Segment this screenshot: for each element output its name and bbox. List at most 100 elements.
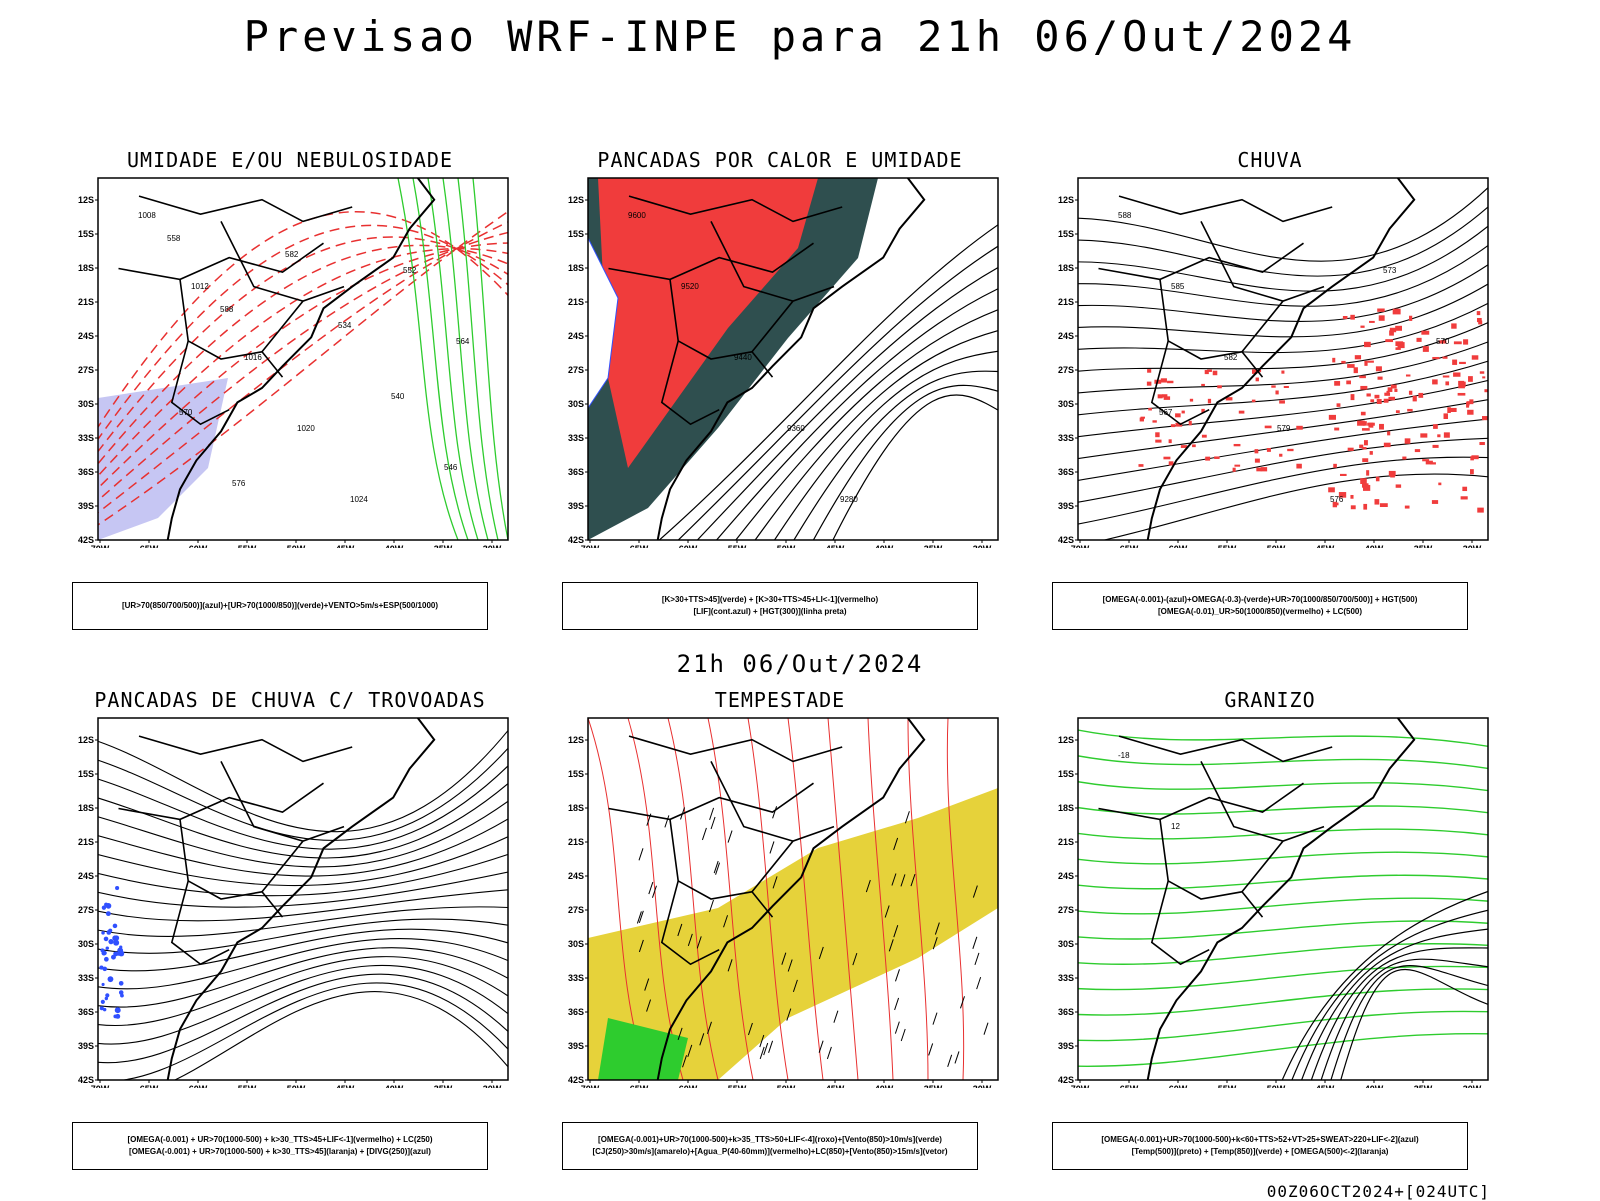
contour-label: 540 [391, 392, 405, 401]
contour-label: 546 [444, 463, 458, 472]
map-trovoadas: 12S 15S 18S 21S 24S 27S 30S 33S 36S 39S 42S70W 65W 6… [78, 717, 509, 1088]
contour-label: 588 [1118, 211, 1132, 220]
lat-tick-label: 39S [78, 1041, 94, 1051]
contour-label: 9520 [681, 282, 699, 291]
lon-tick-label: 30W [1463, 544, 1482, 548]
lon-tick-label: 60W [189, 544, 208, 548]
legend-line: [LIF](cont.azul) + [HGT(300)](linha pret… [693, 607, 847, 616]
lat-tick-label: 33S [1058, 433, 1074, 443]
lon-tick-label: 65W [1120, 1084, 1139, 1088]
lat-tick-label: 36S [1058, 1007, 1074, 1017]
lon-tick-label: 45W [336, 544, 355, 548]
lat-tick-label: 12S [78, 195, 94, 205]
lon-tick-label: 70W [581, 1084, 600, 1088]
lat-tick-label: 21S [568, 837, 584, 847]
lon-tick-label: 30W [483, 1084, 502, 1088]
lat-tick-label: 33S [1058, 973, 1074, 983]
legend-line: [OMEGA(-0.001) + UR>70(1000-500) + k>30_… [129, 1147, 431, 1156]
lat-tick-label: 15S [78, 769, 94, 779]
lon-tick-label: 55W [1218, 1084, 1237, 1088]
lon-tick-label: 30W [973, 1084, 992, 1088]
contour-label: 579 [1277, 424, 1291, 433]
lon-tick-label: 65W [140, 544, 159, 548]
legend-line: [K>30+TTS>45](verde) + [K>30+TTS>45+LI<-… [661, 595, 879, 604]
lat-tick-label: 33S [78, 433, 94, 443]
lon-tick-label: 45W [826, 1084, 845, 1088]
lon-tick-label: 30W [483, 544, 502, 548]
contour-label: 552 [403, 266, 417, 275]
lon-tick-label: 35W [1414, 1084, 1433, 1088]
contour-label: 9600 [628, 211, 646, 220]
lat-tick-label: 36S [568, 467, 584, 477]
lat-tick-label: 27S [568, 905, 584, 915]
lon-tick-label: 65W [630, 544, 649, 548]
panel-title: PANCADAS DE CHUVA C/ TROVOADAS [94, 688, 486, 712]
lon-tick-label: 70W [1071, 544, 1090, 548]
panel-legend: [OMEGA(-0.001)-(azul)+OMEGA(-0.3)-(verde… [1052, 582, 1468, 630]
lat-tick-label: 15S [568, 229, 584, 239]
legend-line: [Temp(500)](preto) + [Temp(850)](verde) … [1131, 1147, 1389, 1156]
lat-tick-label: 18S [78, 263, 94, 273]
lon-tick-label: 55W [728, 544, 747, 548]
lat-tick-label: 42S [1058, 535, 1074, 545]
lat-tick-label: 15S [1058, 229, 1074, 239]
lon-tick-label: 40W [875, 544, 894, 548]
lon-tick-label: 50W [1267, 1084, 1286, 1088]
lon-tick-label: 50W [1267, 544, 1286, 548]
contour-label: 573 [1383, 266, 1397, 275]
contour-label: 1016 [244, 353, 262, 362]
legend-line: [OMEGA(-0.001)+UR>70(1000-500)+k<60+TTS>… [1101, 1135, 1419, 1144]
lat-tick-label: 27S [568, 365, 584, 375]
lat-tick-label: 39S [568, 501, 584, 511]
legend-line: [OMEGA(-0.01)_UR>50(1000/850)(vermelho) … [1157, 607, 1363, 616]
panel-trovoadas: PANCADAS DE CHUVA C/ TROVOADAS 12S 15S 18S 2… [70, 688, 510, 1170]
contour-label: 588 [220, 305, 234, 314]
contour-label: 9440 [734, 353, 752, 362]
lat-tick-label: 30S [78, 399, 94, 409]
lon-tick-label: 60W [679, 1084, 698, 1088]
lat-tick-label: 27S [1058, 365, 1074, 375]
lat-tick-label: 36S [1058, 467, 1074, 477]
legend-line: [OMEGA(-0.001) + UR>70(1000-500) + k>30_… [127, 1135, 433, 1144]
lat-tick-label: 42S [1058, 1075, 1074, 1085]
legend-line: [UR>70(850/700/500)](azul)+[UR>70(1000/8… [121, 601, 439, 610]
lat-tick-label: 12S [568, 735, 584, 745]
map-granizo: -18 12 12S 15S 18S 21S 24S 27S 30S 33S 36S 39S 42S70… [1058, 717, 1489, 1088]
panel-umidade: UMIDADE E/OU NEBULOSIDADE 1008 1012 1016 102… [70, 148, 510, 630]
lat-tick-label: 39S [1058, 501, 1074, 511]
contour-label: 570 [179, 408, 193, 417]
lon-tick-label: 45W [1316, 544, 1335, 548]
lat-tick-label: 27S [78, 365, 94, 375]
legend-line: [OMEGA(-0.001)-(azul)+OMEGA(-0.3)-(verde… [1102, 595, 1418, 604]
lat-tick-label: 27S [78, 905, 94, 915]
lon-tick-label: 60W [1169, 1084, 1188, 1088]
lat-tick-label: 21S [1058, 837, 1074, 847]
lat-tick-label: 30S [78, 939, 94, 949]
map-chuva: 588 585 582 579 576 573 570 567 12S 15S 18S 21S 24S 2… [1058, 177, 1489, 548]
lat-tick-label: 42S [568, 1075, 584, 1085]
lat-tick-label: 24S [78, 331, 94, 341]
lon-tick-label: 65W [140, 1084, 159, 1088]
contour-label: 564 [456, 337, 470, 346]
panel-pancadas_calor: PANCADAS POR CALOR E UMIDADE 9600 9520 9440… [560, 148, 1000, 630]
lon-tick-label: 55W [728, 1084, 747, 1088]
lat-tick-label: 42S [78, 1075, 94, 1085]
panel-title: UMIDADE E/OU NEBULOSIDADE [126, 148, 454, 172]
lon-tick-label: 35W [1414, 544, 1433, 548]
lat-tick-label: 18S [78, 803, 94, 813]
run-footer: 00Z06OCT2024+[024UTC] [1266, 1182, 1490, 1201]
contour-label: 576 [232, 479, 246, 488]
lat-tick-label: 12S [1058, 195, 1074, 205]
lat-tick-label: 24S [568, 871, 584, 881]
panel-chuva: CHUVA 588 585 582 579 576 573 570 567 12S 15S 18S 21… [1050, 148, 1490, 630]
lat-tick-label: 24S [1058, 871, 1074, 881]
panel-tempestade: TEMPESTADE 12S 15S 18S 21S 24S 27S 30S 33S 36S 39S… [560, 688, 1000, 1170]
lon-tick-label: 60W [679, 544, 698, 548]
contour-label: -18 [1118, 751, 1130, 760]
contour-label: 576 [1330, 495, 1344, 504]
lat-tick-label: 21S [78, 837, 94, 847]
contour-label: 558 [167, 234, 181, 243]
lat-tick-label: 18S [568, 263, 584, 273]
lon-tick-label: 45W [826, 544, 845, 548]
forecast-time-label: 21h 06/Out/2024 [676, 650, 924, 678]
